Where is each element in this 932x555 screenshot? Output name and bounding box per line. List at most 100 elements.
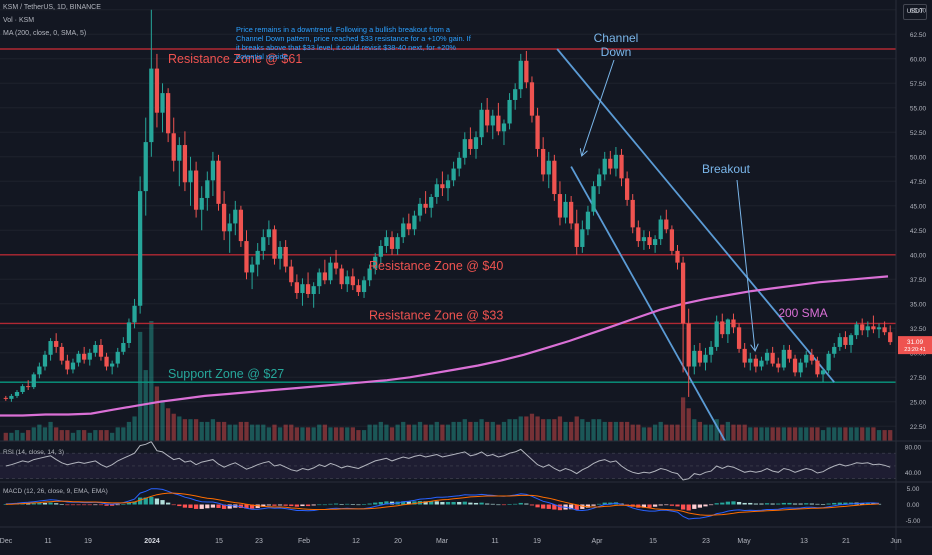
volume-bar <box>384 424 389 441</box>
volume-bar <box>423 424 428 441</box>
candle-body <box>753 358 758 367</box>
candle-body <box>669 229 675 251</box>
candle-body <box>272 229 277 259</box>
candle-body <box>42 354 48 367</box>
candle-body <box>221 203 227 232</box>
volume-bar <box>608 421 613 441</box>
macd-histogram-bar <box>837 502 842 505</box>
candle-body <box>496 115 501 132</box>
macd-histogram-bar <box>59 504 64 505</box>
candle-body <box>3 397 8 399</box>
candle-body <box>76 353 81 363</box>
candle-body <box>652 239 658 245</box>
candle-body <box>630 199 635 228</box>
macd-histogram-bar <box>115 504 120 506</box>
volume-bar <box>406 424 411 441</box>
candle-body <box>820 370 826 375</box>
volume-bar <box>395 424 400 441</box>
candle-body <box>714 321 719 347</box>
macd-histogram-bar <box>809 503 814 505</box>
volume-bar <box>417 421 423 441</box>
candle-body <box>473 137 479 149</box>
macd-histogram-bar <box>736 501 742 505</box>
macd-histogram-bar <box>624 504 630 506</box>
volume-bar <box>272 424 277 441</box>
macd-histogram-bar <box>720 502 725 505</box>
volume-bar <box>193 419 199 441</box>
candle-body <box>20 386 25 392</box>
macd-legend: MACD (12, 26, close, 9, EMA, EMA) <box>3 488 108 495</box>
zone-label-27: Support Zone @ $27 <box>168 367 284 381</box>
candle-body <box>149 68 154 143</box>
candle-body <box>367 268 372 281</box>
volume-bar <box>630 424 635 441</box>
volume-bar <box>860 427 865 441</box>
candle-body <box>412 215 417 230</box>
macd-histogram-bar <box>182 504 188 508</box>
volume-bar <box>882 430 887 441</box>
zone-label-40: Resistance Zone @ $40 <box>369 259 503 273</box>
candle-body <box>541 148 546 175</box>
macd-histogram-bar <box>468 502 473 505</box>
macd-histogram-bar <box>524 503 529 505</box>
volume-bar <box>871 427 876 441</box>
volume-bar <box>703 424 708 441</box>
volume-bar <box>361 430 367 441</box>
macd-histogram-bar <box>294 504 299 507</box>
volume-bar <box>804 427 809 441</box>
rsi-legend: RSI (14, close, 14, 3) <box>3 449 64 456</box>
time-tick-label: 11 <box>491 538 498 545</box>
candle-body <box>350 276 355 286</box>
time-tick-label: 13 <box>800 538 808 545</box>
volume-bar <box>837 427 842 441</box>
candle-body <box>736 327 742 349</box>
volume-bar <box>613 421 619 441</box>
symbol-legend[interactable]: KSM / TetherUS, 1D, BINANCE <box>3 4 101 11</box>
candle-body <box>333 262 339 269</box>
last-price-value: 31.09 <box>907 339 924 346</box>
volume-bar <box>647 427 652 441</box>
volume-bar <box>345 427 350 441</box>
macd-histogram-bar <box>37 502 42 505</box>
macd-histogram-bar <box>608 502 613 505</box>
volume-bar <box>445 424 451 441</box>
price-tick-label: 37.50 <box>910 277 927 284</box>
candle-body <box>731 319 736 328</box>
candle-body <box>658 219 663 240</box>
candle-body <box>708 346 714 355</box>
candle-body <box>591 186 596 212</box>
volume-bar <box>680 397 686 441</box>
candle-body <box>305 284 311 294</box>
ma-legend[interactable]: MA (200, close, 0, SMA, 5) <box>3 30 87 37</box>
candle-body <box>277 246 283 259</box>
volume-bar <box>277 427 283 441</box>
volume-bar <box>535 416 540 441</box>
candle-body <box>742 348 747 363</box>
volume-bar <box>322 424 327 441</box>
candle-body <box>138 191 143 306</box>
candle-body <box>98 344 104 357</box>
candle-body <box>871 326 876 330</box>
macd-histogram-bar <box>423 501 428 505</box>
volume-bar <box>333 427 339 441</box>
price-tick-label: 32.50 <box>910 326 927 333</box>
time-tick-label: 15 <box>215 538 223 545</box>
volume-bar <box>356 430 361 441</box>
macd-histogram-bar <box>193 504 199 509</box>
last-price-badge <box>898 336 932 355</box>
macd-histogram-bar <box>479 502 484 505</box>
candle-body <box>317 272 322 287</box>
macd-histogram-bar <box>339 504 344 505</box>
volume-bar <box>843 427 848 441</box>
macd-histogram-bar <box>585 504 591 508</box>
macd-histogram-bar <box>160 500 165 505</box>
currency-button[interactable]: USDT <box>903 4 927 20</box>
macd-histogram-bar <box>82 504 87 506</box>
rsi-tick-label: 80.00 <box>905 444 922 451</box>
time-tick-label: 21 <box>842 538 850 545</box>
macd-histogram-bar <box>764 503 770 505</box>
volume-legend[interactable]: Vol · KSM <box>3 17 35 24</box>
candle-body <box>70 362 76 370</box>
